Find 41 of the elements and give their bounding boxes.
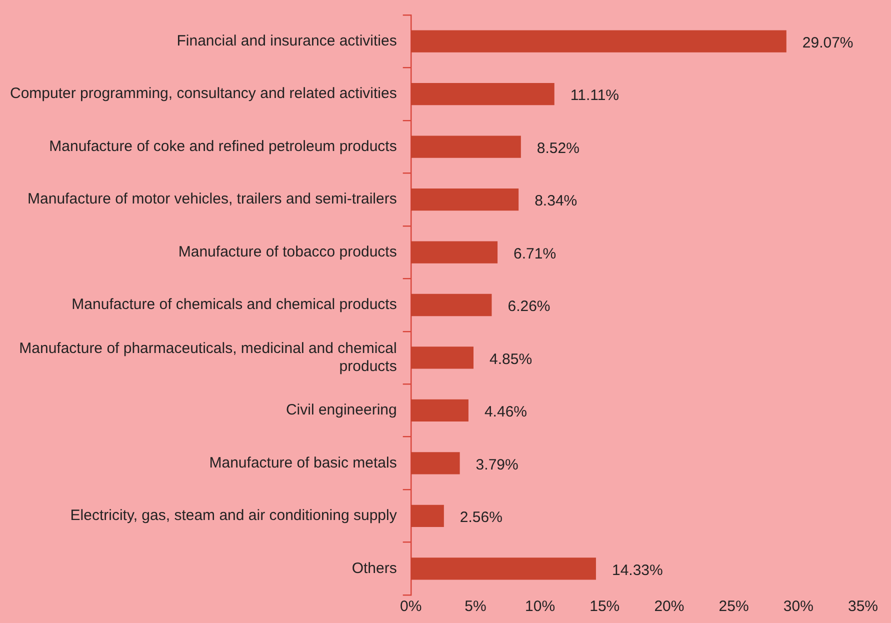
x-tick-label: 30% [783, 598, 814, 616]
x-tick-label: 25% [718, 598, 749, 616]
y-tick-label: Manufacture of basic metals [209, 454, 397, 472]
y-tick-label: Manufacture of pharmaceuticals, medicinal and chemical products [19, 340, 397, 375]
bar [410, 83, 554, 106]
data-label: 8.52% [536, 140, 580, 157]
x-tick-label: 20% [654, 598, 684, 616]
y-tick-label: Others [352, 560, 397, 577]
y-tick-label: Manufacture of tobacco products [178, 243, 397, 260]
bar [410, 30, 786, 52]
data-label: 8.34% [534, 192, 578, 210]
bar [410, 136, 521, 158]
y-tick-label: Manufacture of motor vehicles, trailers and semi-trailers [28, 190, 397, 208]
data-label: 4.85% [490, 350, 532, 368]
y-tick-label: Financial and insurance activities [176, 32, 397, 50]
x-tick-label: 0% [400, 598, 422, 616]
x-tick-label: 10% [525, 598, 556, 616]
x-tick-label: 35% [848, 598, 878, 616]
y-tick-label: Manufacture of coke and refined petroleum products [49, 138, 397, 155]
data-label: 2.56% [460, 509, 502, 526]
bar [410, 346, 474, 369]
x-tick-label: 15% [590, 598, 620, 616]
data-label: 6.26% [508, 298, 550, 316]
y-tick-label: Computer programming, consultancy and related activities [10, 85, 397, 102]
y-tick-label: Manufacture of chemicals and chemical products [72, 296, 397, 314]
bar [410, 558, 596, 580]
bar [410, 452, 460, 474]
data-label: 14.33% [612, 562, 663, 579]
data-label: 3.79% [476, 456, 518, 474]
bar [410, 241, 498, 264]
data-label: 4.46% [484, 404, 528, 421]
bar [410, 294, 492, 316]
bar [410, 188, 519, 211]
data-label: 6.71% [514, 245, 556, 262]
bar [410, 399, 468, 422]
y-tick-label: Electricity, gas, steam and air conditioning supply [70, 507, 398, 524]
x-tick-label: 5% [464, 598, 486, 616]
bar [410, 504, 444, 527]
data-label: 29.07% [802, 34, 854, 52]
y-tick-label: Civil engineering [286, 402, 397, 419]
data-label: 11.11% [570, 87, 620, 104]
